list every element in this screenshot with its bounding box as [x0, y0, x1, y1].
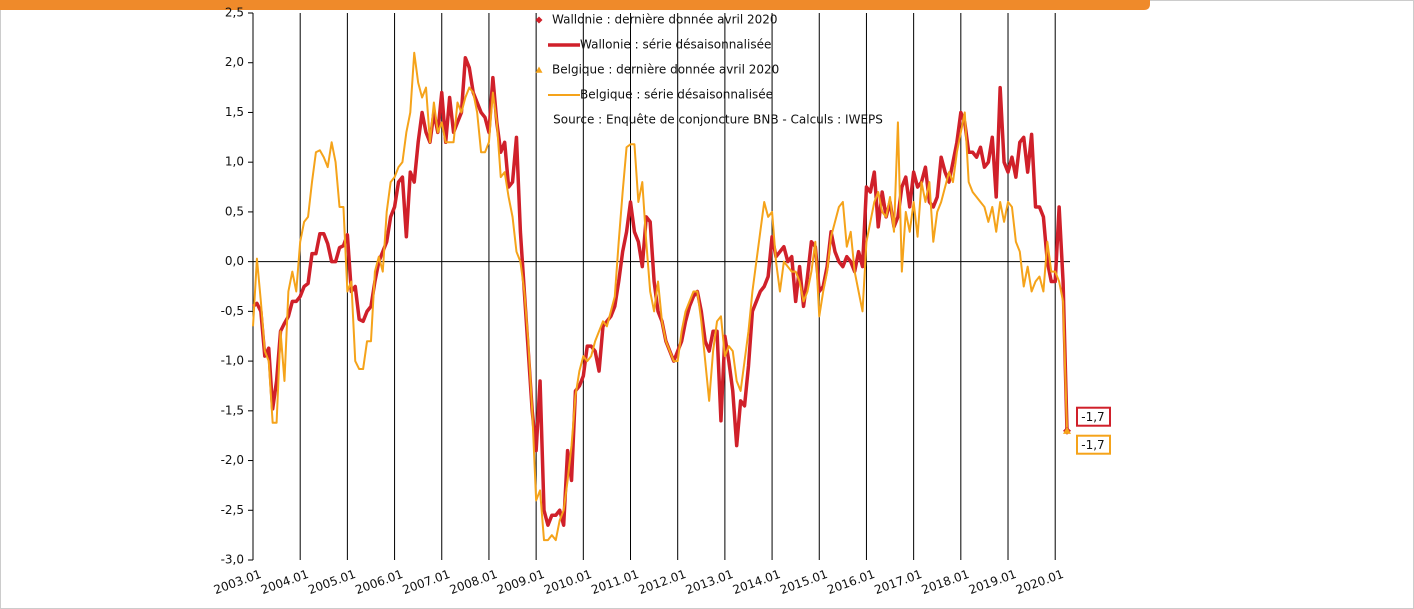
- value-label: -1,7: [1081, 410, 1104, 424]
- y-tick-label: 0,0: [225, 254, 244, 268]
- value-label-box: [1076, 406, 1111, 427]
- source-note: Source : Enquête de conjoncture BNB - Ca…: [553, 113, 883, 127]
- legend-label: Wallonie : dernière donnée avril 2020: [552, 13, 778, 27]
- y-tick-label: -1,0: [221, 354, 244, 368]
- value-label-box: [1076, 434, 1111, 455]
- value-label: -1,7: [1081, 438, 1104, 452]
- legend-label: Belgique : série désaisonnalisée: [580, 88, 773, 102]
- y-tick-label: -0,5: [221, 304, 244, 318]
- series-line: [252, 51, 1068, 542]
- legend-label: Wallonie : série désaisonnalisée: [580, 38, 771, 52]
- y-tick-label: 1,0: [225, 155, 244, 169]
- y-tick-label: -2,5: [221, 503, 244, 517]
- diamond-marker: [535, 16, 543, 24]
- header-bar: [0, 0, 1150, 10]
- triangle-marker: [535, 66, 543, 73]
- y-tick-label: 0,5: [225, 204, 244, 218]
- y-tick-label: 2,5: [225, 6, 244, 20]
- y-tick-label: 1,5: [225, 105, 244, 119]
- y-tick-label: -2,0: [221, 453, 244, 467]
- legend-label: Belgique : dernière donnée avril 2020: [552, 63, 779, 77]
- y-tick-label: -1,5: [221, 403, 244, 417]
- y-tick-label: -3,0: [221, 553, 244, 567]
- triangle-marker: [1063, 426, 1071, 434]
- y-tick-label: 2,0: [225, 55, 244, 69]
